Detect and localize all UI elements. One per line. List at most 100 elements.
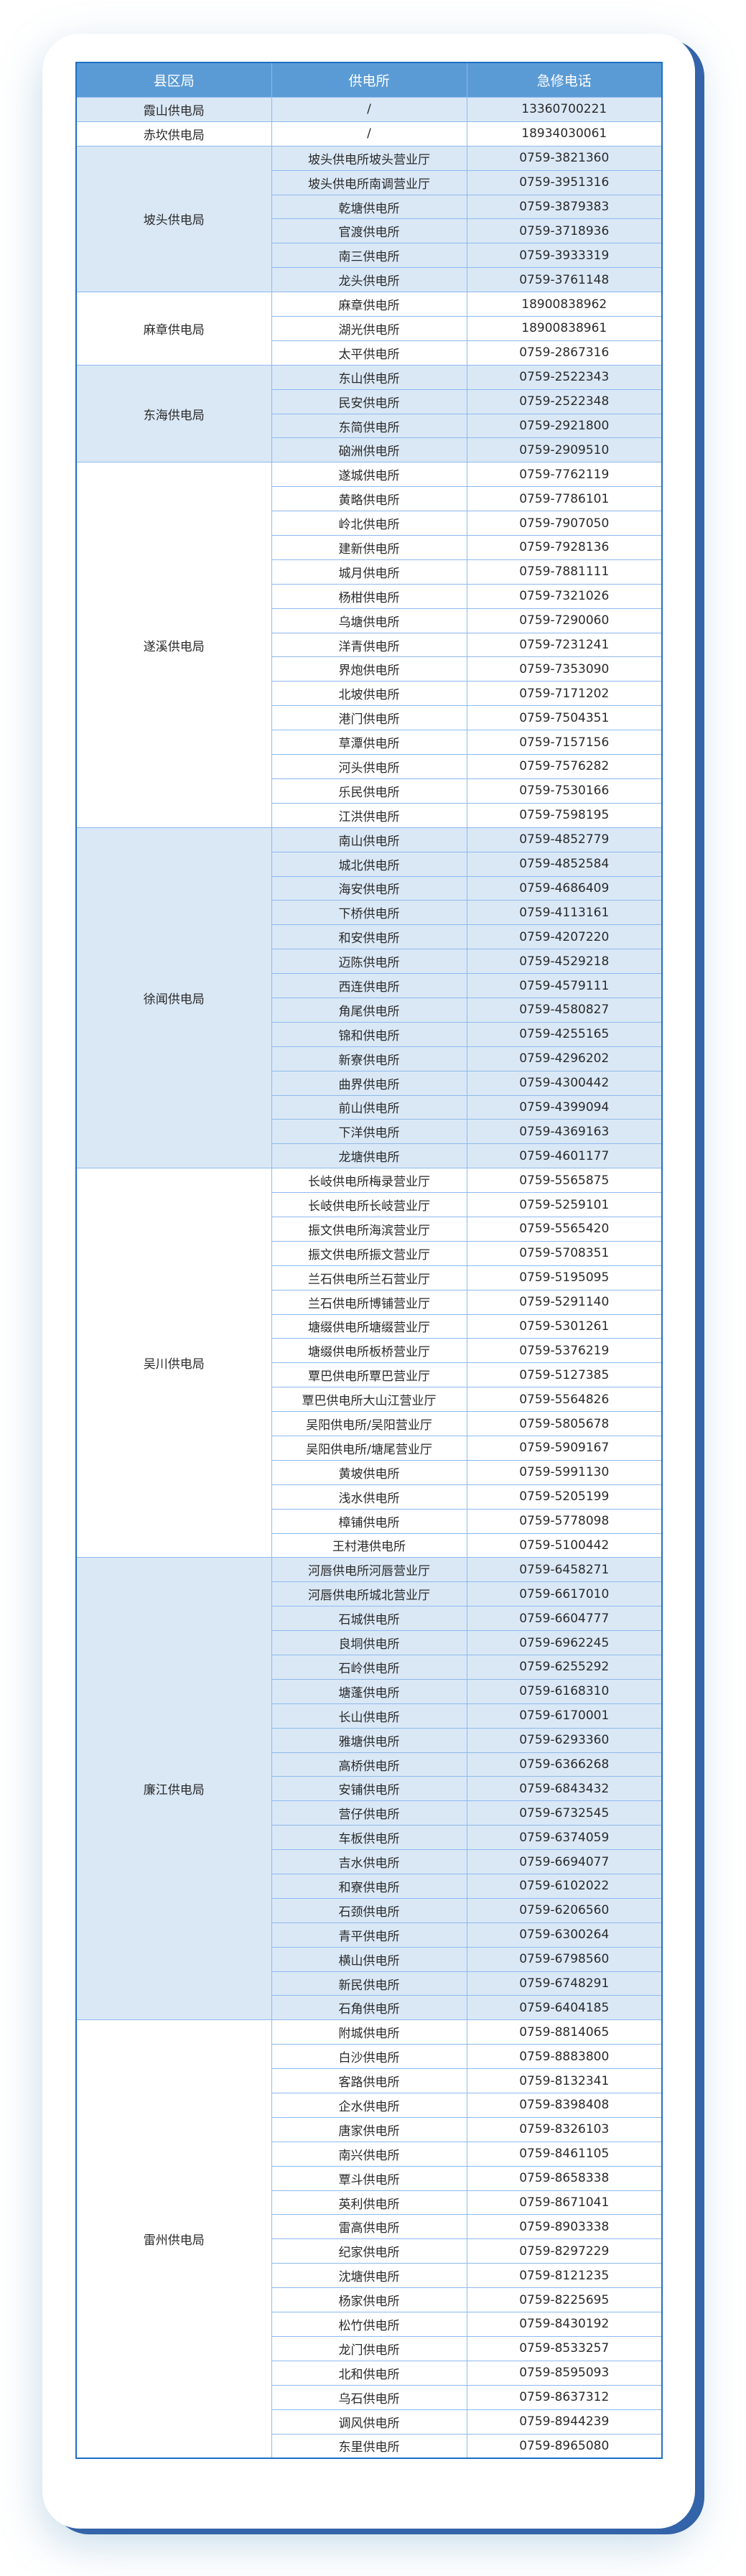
station-cell: 坡头供电所南调营业厅 [271, 169, 467, 195]
phone-cell: 0759-8121235 [466, 2263, 663, 2289]
phone-cell: 0759-7530166 [466, 778, 663, 804]
table-row: 北和供电所 0759-8595093 [76, 2360, 663, 2386]
station-cell: 长岐供电所长岐营业厅 [271, 1192, 467, 1217]
table-row: 和安供电所 0759-4207220 [76, 924, 663, 950]
phone-cell: 0759-7786101 [466, 486, 663, 512]
table-row: 长山供电所 0759-6170001 [76, 1703, 663, 1729]
table-row: 石城供电所 0759-6604777 [76, 1606, 663, 1632]
table-row: 霞山供电局/13360700221 [75, 97, 663, 122]
station-cell: 岭北供电所 [271, 511, 467, 536]
station-cell: 北坡供电所 [271, 681, 467, 707]
phone-cell: 0759-6168310 [466, 1678, 663, 1704]
phone-cell: 0759-6293360 [466, 1727, 663, 1753]
station-cell: 长岐供电所梅录营业厅 [271, 1168, 467, 1194]
table-row: 龙塘供电所 0759-4601177 [76, 1143, 663, 1169]
station-cell: 湖光供电所 [271, 316, 467, 341]
station-cell: 海安供电所 [271, 875, 467, 901]
table-row: 乌石供电所 0759-8637312 [76, 2384, 663, 2410]
table-row: 官渡供电所 0759-3718936 [76, 218, 663, 244]
table-row: 吴阳供电所/塘尾营业厅 0759-5909167 [76, 1435, 663, 1461]
station-cell: 振文供电所振文营业厅 [271, 1240, 467, 1266]
phone-cell: 0759-4580827 [466, 997, 663, 1023]
station-cell: 覃巴供电所大山江营业厅 [271, 1387, 467, 1413]
table-row: 硇洲供电所 0759-2909510 [76, 437, 663, 463]
table-row: 麻章供电局 麻章供电所 18900838962 [75, 292, 663, 366]
phone-cell: 0759-8225695 [466, 2287, 663, 2313]
table-row: 南兴供电所 0759-8461105 [76, 2141, 663, 2167]
repair-phone-table: 县区局 供电所 急修电话 霞山供电局/13360700221 赤坎供电局/1893… [75, 62, 663, 2460]
station-cell: 石城供电所 [271, 1606, 467, 1632]
table-row: 雷州供电局 附城供电所 0759-8814065 [75, 2019, 663, 2459]
table-row: 前山供电所 0759-4399094 [76, 1094, 663, 1120]
table-row: 角尾供电所 0759-4580827 [76, 997, 663, 1023]
table-row: 龙头供电所 0759-3761148 [76, 267, 663, 293]
station-cell: 安铺供电所 [271, 1776, 467, 1802]
station-cell: 下桥供电所 [271, 900, 467, 926]
phone-cell: 0759-2909510 [466, 437, 663, 463]
station-cell: 龙头供电所 [271, 267, 467, 293]
phone-cell: 0759-8903338 [466, 2214, 663, 2240]
phone-cell: 0759-8637312 [466, 2384, 663, 2410]
table-row: 黄略供电所 0759-7786101 [76, 486, 663, 512]
phone-cell: 0759-7231241 [466, 632, 663, 658]
phone-cell: 0759-4579111 [466, 973, 663, 998]
station-cell: 麻章供电所 [271, 292, 467, 317]
table-row: 东里供电所 0759-8965080 [76, 2433, 663, 2459]
phone-cell: 0759-5564826 [466, 1387, 663, 1413]
phone-cell: 0759-6843432 [466, 1776, 663, 1802]
station-cell: 塘缀供电所板桥营业厅 [271, 1338, 467, 1364]
station-cell: 河头供电所 [271, 754, 467, 779]
phone-cell: 0759-3761148 [466, 267, 663, 293]
table-row: 吴川供电局 长岐供电所梅录营业厅 0759-5565875 [75, 1168, 663, 1558]
station-cell: 南山供电所 [271, 827, 467, 852]
table-row: 纪家供电所 0759-8297229 [76, 2238, 663, 2264]
table-row: 客路供电所 0759-8132341 [76, 2068, 663, 2094]
station-cell: 硇洲供电所 [271, 437, 467, 463]
station-cell: 城月供电所 [271, 559, 467, 585]
station-cell: 前山供电所 [271, 1094, 467, 1120]
station-cell: 浅水供电所 [271, 1484, 467, 1510]
station-cell: 沈塘供电所 [271, 2263, 467, 2289]
station-cell: 建新供电所 [271, 535, 467, 560]
table-row: 草潭供电所 0759-7157156 [76, 730, 663, 755]
phone-cell: 0759-5100442 [466, 1533, 663, 1558]
station-cell: 乌石供电所 [271, 2384, 467, 2410]
table-row: 南三供电所 0759-3933319 [76, 243, 663, 269]
table-row: 太平供电所 0759-2867316 [76, 340, 663, 366]
station-cell: 英利供电所 [271, 2190, 467, 2215]
table-row: 江洪供电所 0759-7598195 [76, 802, 663, 828]
station-cell: 太平供电所 [271, 340, 467, 366]
station-cell: 塘蓬供电所 [271, 1678, 467, 1704]
station-cell: 杨柑供电所 [271, 583, 467, 609]
table-row: 沈塘供电所 0759-8121235 [76, 2263, 663, 2289]
station-cell: / [271, 121, 467, 147]
phone-cell: 0759-7576282 [466, 754, 663, 779]
phone-cell: 0759-6604777 [466, 1606, 663, 1632]
phone-cell: 0759-5805678 [466, 1411, 663, 1436]
bureau-cell: 廉江供电局 [75, 1557, 272, 2021]
header-phone: 急修电话 [466, 62, 663, 98]
station-cell: 东里供电所 [271, 2433, 467, 2459]
station-cell: 吴阳供电所/塘尾营业厅 [271, 1435, 467, 1461]
station-cell: 青平供电所 [271, 1922, 467, 1948]
table-row: 塘蓬供电所 0759-6168310 [76, 1678, 663, 1704]
table-row: 塘缀供电所板桥营业厅 0759-5376219 [76, 1338, 663, 1364]
station-cell: 遂城供电所 [271, 462, 467, 488]
station-cell: 和安供电所 [271, 924, 467, 950]
station-cell: 纪家供电所 [271, 2238, 467, 2264]
phone-cell: 0759-8430192 [466, 2312, 663, 2337]
phone-cell: 0759-8814065 [466, 2019, 663, 2045]
station-cell: / [271, 97, 467, 122]
station-cell: 河唇供电所城北营业厅 [271, 1581, 467, 1607]
table-row: 遂溪供电局 遂城供电所 0759-7762119 [75, 462, 663, 828]
bureau-cell: 霞山供电局 [75, 97, 272, 122]
table-row: 曲界供电所 0759-4300442 [76, 1070, 663, 1096]
table-row: 兰石供电所兰石营业厅 0759-5195095 [76, 1265, 663, 1291]
phone-cell: 0759-2522343 [466, 364, 663, 390]
phone-cell: 0759-5259101 [466, 1192, 663, 1217]
phone-cell: 0759-6374059 [466, 1825, 663, 1851]
table-row: 调风供电所 0759-8944239 [76, 2409, 663, 2435]
station-cell: 吉水供电所 [271, 1849, 467, 1875]
station-cell: 松竹供电所 [271, 2312, 467, 2337]
station-cell: 港门供电所 [271, 705, 467, 731]
